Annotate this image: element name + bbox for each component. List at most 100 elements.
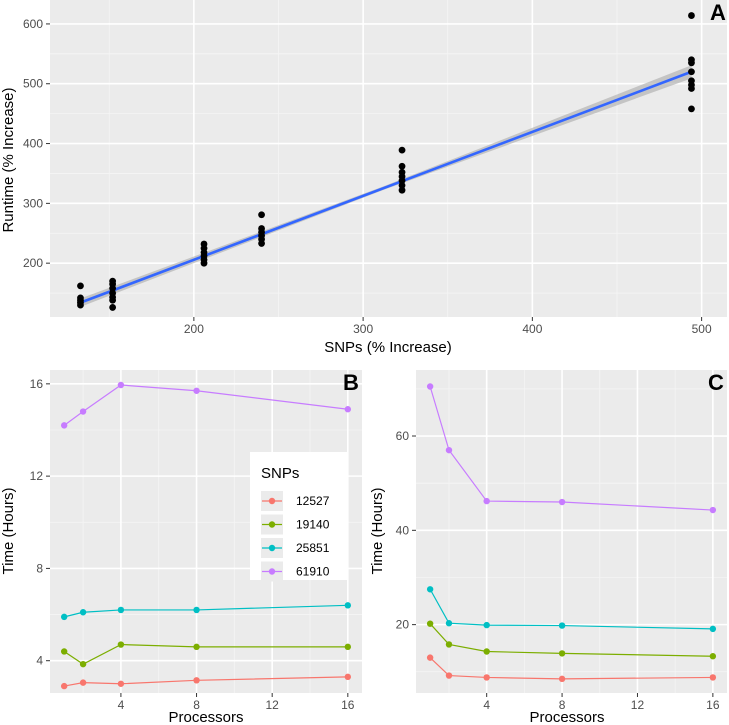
legend-label-25851: 25851: [296, 541, 330, 555]
panel-b-series-point-19140: [60, 648, 68, 655]
panel-b-series-point-25851: [117, 606, 125, 614]
panel-c-series-point-19140: [483, 648, 490, 655]
panel-a-y-axis-label: Runtime (% Increase): [0, 87, 17, 232]
panel-b-letter: B: [343, 370, 359, 395]
panel-a-data-point: [398, 182, 406, 189]
panel-a-x-tick-label: 300: [353, 322, 373, 336]
panel-a-data-point: [688, 105, 695, 113]
legend: SNPs 12527 19140 25851 61910: [250, 452, 348, 582]
panel-c-series-point-12527: [426, 654, 434, 661]
panel-b-series-point-25851: [60, 613, 68, 621]
panel-b-series-point-19140: [79, 660, 87, 668]
panel-a-fit-line: [80, 70, 692, 304]
panel-a-data-point: [398, 186, 406, 194]
panel-b-y-tick-label: 8: [36, 561, 43, 575]
panel-a-letter: A: [710, 0, 726, 25]
panel-b-y-tick-label: 4: [36, 654, 43, 668]
panel-a-data-point: [77, 301, 84, 309]
panel-b-series-point-61910: [344, 406, 352, 413]
panel-c-background: [416, 370, 727, 693]
legend-key-point-61910: [268, 568, 276, 575]
panel-b-series-point-61910: [60, 422, 68, 429]
legend-label-19140: 19140: [296, 518, 330, 532]
panel-b-series-point-25851: [344, 602, 352, 609]
legend-key-point-25851: [268, 544, 276, 552]
legend-label-61910: 61910: [296, 565, 330, 579]
panel-a-data-point: [109, 304, 117, 311]
panel-c-series-point-12527: [445, 672, 453, 679]
panel-a-x-axis-label: SNPs (% Increase): [324, 339, 452, 356]
panel-c-series-point-25851: [445, 620, 453, 627]
panel-b-series-point-12527: [193, 677, 200, 684]
panel-b-series-point-19140: [344, 643, 352, 651]
panel-c-x-tick-label: 12: [631, 698, 645, 712]
panel-a-y-tick-label: 200: [23, 256, 43, 270]
legend-key-point-12527: [268, 497, 276, 505]
panel-c-series-point-19140: [558, 650, 566, 657]
panel-b-series-point-25851: [193, 606, 200, 614]
panel-a-data-point: [688, 85, 695, 92]
panel-a-y-tick-label: 300: [23, 196, 43, 210]
panel-a: 200 300 400 500 200 300 400 500 600 SNPs (% Inc…: [0, 0, 727, 356]
panel-a-y-tick-label: 600: [23, 17, 43, 31]
panel-a-x-tick-label: 400: [522, 322, 542, 336]
panel-c: 4 8 12 16 20 40 60 Processors Time (Hours) C: [369, 370, 727, 725]
panel-a-data-point: [77, 282, 84, 290]
panel-c-series-point-25851: [426, 586, 434, 593]
panel-c-series-point-61910: [445, 446, 453, 454]
panel-a-data-point: [688, 12, 695, 19]
panel-b-series-point-61910: [79, 408, 87, 415]
panel-a-data-point: [258, 211, 265, 219]
panel-c-series-point-25851: [483, 621, 490, 629]
panel-a-background: [50, 0, 727, 317]
panel-a-data-point: [398, 146, 406, 154]
panel-b-x-tick-label: 12: [266, 698, 280, 712]
panel-b-series-point-12527: [117, 680, 125, 687]
panel-a-data-point: [688, 68, 695, 76]
legend-key-point-19140: [268, 521, 276, 528]
panel-c-series-point-61910: [558, 498, 566, 506]
panel-a-data-point: [398, 177, 406, 185]
panel-c-y-tick-label: 20: [396, 618, 410, 632]
panel-b-series-point-61910: [117, 381, 125, 389]
panel-a-data-point: [200, 259, 208, 267]
panel-c-series-point-12527: [709, 674, 717, 681]
panel-b-series-point-12527: [79, 679, 87, 686]
panel-c-series-point-19140: [426, 620, 434, 627]
panel-c-series-point-19140: [709, 653, 717, 660]
panel-c-x-axis-label: Processors: [529, 709, 604, 725]
panel-b-x-axis-label: Processors: [168, 709, 243, 725]
panel-c-series-point-61910: [483, 497, 490, 505]
panel-a-data-point: [688, 59, 695, 67]
panel-a-y-tick-label: 500: [23, 77, 43, 91]
panel-b-y-tick-label: 12: [30, 469, 44, 483]
panel-b-y-tick-label: 16: [30, 377, 44, 391]
panel-a-y-tick-label: 400: [23, 137, 43, 151]
panel-a-data-point: [258, 240, 265, 247]
legend-label-12527: 12527: [296, 494, 330, 508]
panel-a-x-tick-label: 200: [184, 322, 204, 336]
panel-c-x-tick-label: 4: [483, 698, 490, 712]
panel-b-series-point-12527: [60, 682, 68, 690]
panel-c-series-point-25851: [558, 622, 566, 629]
panel-b-x-tick-label: 4: [118, 698, 125, 712]
panel-c-y-tick-label: 40: [396, 523, 410, 537]
panel-b-x-tick-label: 16: [341, 698, 355, 712]
panel-a-data-point: [398, 162, 406, 170]
panel-c-x-tick-label: 8: [559, 698, 566, 712]
panel-c-y-tick-label: 60: [396, 429, 410, 443]
panel-b-series-point-19140: [193, 643, 200, 651]
panel-b-y-axis-label: Time (Hours): [0, 488, 17, 575]
panel-b-series-point-12527: [344, 673, 352, 681]
panel-c-series-point-61910: [426, 383, 434, 390]
panel-c-series-point-61910: [709, 506, 717, 514]
panel-b-series-point-61910: [193, 387, 200, 394]
panel-a-data-point: [109, 296, 117, 304]
legend-title: SNPs: [261, 465, 299, 482]
panel-c-series-point-12527: [558, 675, 566, 683]
panel-c-y-axis-label: Time (Hours): [369, 488, 386, 575]
panel-a-data-point: [109, 284, 117, 292]
panel-c-series-point-12527: [483, 674, 490, 681]
panel-b-x-tick-label: 8: [193, 698, 200, 712]
